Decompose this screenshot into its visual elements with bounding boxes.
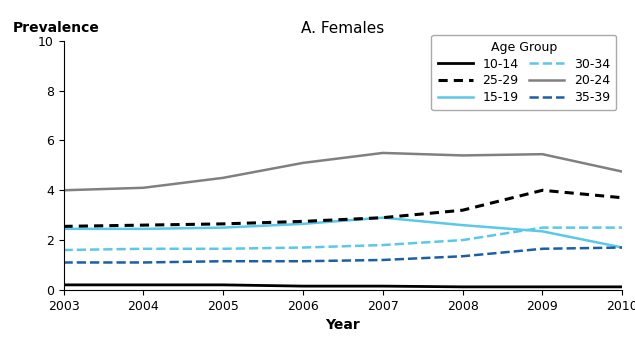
10-14 — [379, 284, 387, 288]
35-39 — [379, 258, 387, 262]
10-14 — [140, 283, 147, 287]
Line: 15-19: 15-19 — [64, 218, 622, 248]
Line: 30-34: 30-34 — [64, 228, 622, 250]
30-34 — [379, 243, 387, 247]
30-34 — [60, 248, 67, 252]
10-14 — [299, 284, 307, 288]
30-34 — [618, 226, 626, 230]
Title: A. Females: A. Females — [301, 20, 385, 35]
20-24 — [140, 186, 147, 190]
Line: 10-14: 10-14 — [64, 285, 622, 287]
30-34 — [140, 247, 147, 251]
10-14 — [618, 285, 626, 289]
15-19 — [299, 222, 307, 226]
Legend: 10-14, 25-29, 15-19, 30-34, 20-24, 35-39: 10-14, 25-29, 15-19, 30-34, 20-24, 35-39 — [431, 35, 616, 110]
25-29 — [618, 196, 626, 200]
10-14 — [60, 283, 67, 287]
15-19 — [379, 216, 387, 220]
25-29 — [60, 224, 67, 228]
25-29 — [219, 222, 227, 226]
35-39 — [140, 261, 147, 265]
X-axis label: Year: Year — [326, 318, 360, 332]
25-29 — [379, 216, 387, 220]
20-24 — [219, 176, 227, 180]
20-24 — [538, 152, 546, 156]
25-29 — [299, 219, 307, 223]
20-24 — [618, 169, 626, 174]
30-34 — [299, 246, 307, 250]
35-39 — [538, 247, 546, 251]
20-24 — [379, 151, 387, 155]
Line: 25-29: 25-29 — [64, 190, 622, 226]
Line: 35-39: 35-39 — [64, 248, 622, 263]
30-34 — [459, 238, 467, 242]
25-29 — [538, 188, 546, 192]
25-29 — [459, 208, 467, 212]
35-39 — [299, 259, 307, 263]
20-24 — [60, 188, 67, 192]
20-24 — [459, 153, 467, 158]
Line: 20-24: 20-24 — [64, 153, 622, 190]
15-19 — [60, 227, 67, 231]
10-14 — [538, 285, 546, 289]
10-14 — [219, 283, 227, 287]
Text: Prevalence: Prevalence — [13, 21, 100, 35]
10-14 — [459, 285, 467, 289]
30-34 — [219, 247, 227, 251]
35-39 — [618, 246, 626, 250]
15-19 — [140, 227, 147, 231]
20-24 — [299, 161, 307, 165]
35-39 — [60, 261, 67, 265]
25-29 — [140, 223, 147, 227]
30-34 — [538, 226, 546, 230]
35-39 — [459, 254, 467, 258]
35-39 — [219, 259, 227, 263]
15-19 — [219, 226, 227, 230]
15-19 — [618, 246, 626, 250]
15-19 — [459, 223, 467, 227]
15-19 — [538, 229, 546, 233]
